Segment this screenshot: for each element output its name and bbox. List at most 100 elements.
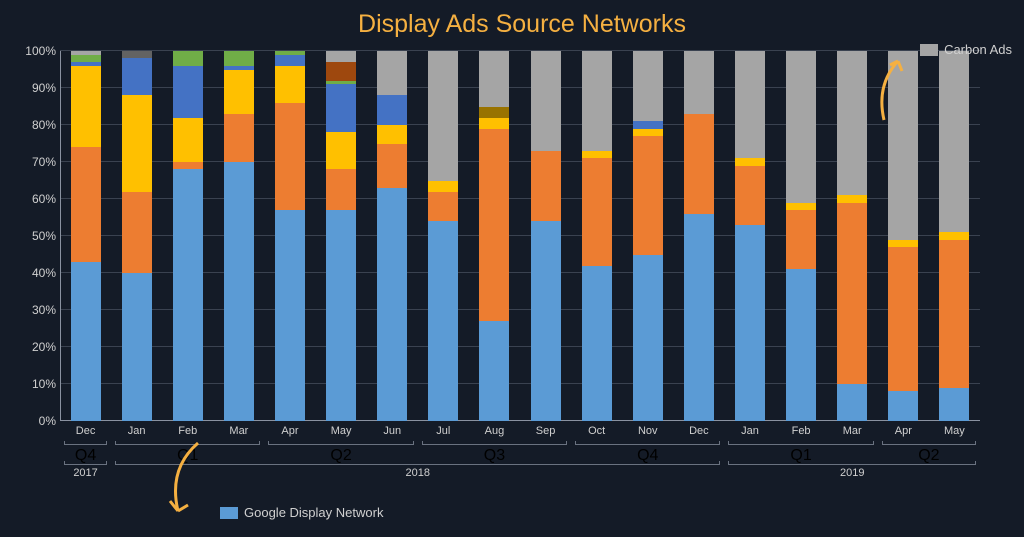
bar-segment-s3 bbox=[939, 232, 969, 239]
month-label: May bbox=[929, 425, 980, 437]
bar-segment-s2 bbox=[275, 103, 305, 210]
bar-segment-s4 bbox=[275, 55, 305, 66]
bar-segment-s3 bbox=[71, 66, 101, 147]
month-label: Oct bbox=[571, 425, 622, 437]
bar-segment-s3 bbox=[122, 95, 152, 191]
bar-segment-s3 bbox=[479, 118, 509, 129]
bar-segment-s3 bbox=[428, 181, 458, 192]
month-label: Apr bbox=[878, 425, 929, 437]
bar bbox=[837, 51, 867, 421]
month-label: Apr bbox=[264, 425, 315, 437]
bar bbox=[479, 51, 509, 421]
bar-segment-s2 bbox=[786, 210, 816, 269]
bar-segment-s2 bbox=[531, 151, 561, 221]
bar-group bbox=[60, 51, 111, 421]
bar-segment-s4 bbox=[326, 84, 356, 132]
bar bbox=[684, 51, 714, 421]
bar bbox=[428, 51, 458, 421]
legend-label-google: Google Display Network bbox=[244, 505, 383, 520]
bar-group bbox=[213, 51, 264, 421]
bar-segment-s4 bbox=[377, 95, 407, 125]
year-bracket bbox=[64, 461, 107, 465]
quarter-bracket bbox=[575, 441, 720, 445]
y-axis: 0%10%20%30%40%50%60%70%80%90%100% bbox=[12, 43, 56, 429]
bar-segment-google bbox=[939, 388, 969, 421]
bar-segment-s2 bbox=[479, 129, 509, 321]
bar-segment-s8 bbox=[122, 51, 152, 58]
month-label: Jul bbox=[418, 425, 469, 437]
bar-segment-s6 bbox=[837, 51, 867, 195]
y-tick-label: 90% bbox=[12, 81, 56, 95]
bar bbox=[326, 51, 356, 421]
bar-segment-google bbox=[735, 225, 765, 421]
bar-group bbox=[111, 51, 162, 421]
bar-group bbox=[316, 51, 367, 421]
bar-segment-s3 bbox=[786, 203, 816, 210]
bar bbox=[173, 51, 203, 421]
bar-segment-s2 bbox=[377, 144, 407, 188]
bar-group bbox=[367, 51, 418, 421]
bar bbox=[888, 51, 918, 421]
bar-group bbox=[571, 51, 622, 421]
bar-segment-google bbox=[224, 162, 254, 421]
bar-segment-s2 bbox=[939, 240, 969, 388]
bar-segment-s2 bbox=[224, 114, 254, 162]
month-label: Dec bbox=[673, 425, 724, 437]
bar-segment-google bbox=[173, 169, 203, 421]
bar-segment-s2 bbox=[428, 192, 458, 222]
bar-group bbox=[929, 51, 980, 421]
bar-segment-s6 bbox=[326, 51, 356, 62]
month-label: Jan bbox=[724, 425, 775, 437]
bar-group bbox=[469, 51, 520, 421]
bar-segment-s4 bbox=[173, 66, 203, 118]
bar-segment-google bbox=[377, 188, 407, 421]
month-label: Jun bbox=[367, 425, 418, 437]
y-tick-label: 60% bbox=[12, 192, 56, 206]
month-label: Feb bbox=[776, 425, 827, 437]
y-tick-label: 20% bbox=[12, 340, 56, 354]
bar-segment-s2 bbox=[684, 114, 714, 214]
bar bbox=[531, 51, 561, 421]
bar-group bbox=[264, 51, 315, 421]
bar-group bbox=[724, 51, 775, 421]
month-label: Sep bbox=[520, 425, 571, 437]
bar-group bbox=[418, 51, 469, 421]
bar-segment-s5 bbox=[224, 51, 254, 66]
quarter-bracket bbox=[728, 441, 873, 445]
y-tick-label: 40% bbox=[12, 266, 56, 280]
y-tick-label: 100% bbox=[12, 44, 56, 58]
quarter-bracket bbox=[64, 441, 107, 445]
legend-label-carbon: Carbon Ads bbox=[944, 42, 1012, 57]
month-label: Aug bbox=[469, 425, 520, 437]
bar-segment-s6 bbox=[939, 51, 969, 232]
bar-segment-google bbox=[888, 391, 918, 421]
bar-segment-google bbox=[71, 262, 101, 421]
bar-segment-google bbox=[122, 273, 152, 421]
chart-container: Display Ads Source Networks 0%10%20%30%4… bbox=[0, 0, 1024, 537]
bar-segment-s2 bbox=[122, 192, 152, 273]
bar-segment-s4 bbox=[633, 121, 663, 128]
bar-segment-s3 bbox=[377, 125, 407, 144]
bar-segment-s2 bbox=[735, 166, 765, 225]
bar bbox=[939, 51, 969, 421]
bar-segment-s4 bbox=[122, 58, 152, 95]
month-label: Feb bbox=[162, 425, 213, 437]
bar-group bbox=[162, 51, 213, 421]
bar-segment-google bbox=[633, 255, 663, 422]
y-tick-label: 50% bbox=[12, 229, 56, 243]
bar-segment-s6 bbox=[377, 51, 407, 95]
quarter-bracket bbox=[882, 441, 976, 445]
bar-segment-google bbox=[531, 221, 561, 421]
plot-area: 0%10%20%30%40%50%60%70%80%90%100% DecJan… bbox=[60, 51, 980, 421]
year-label: 2017 bbox=[64, 467, 107, 479]
bar-segment-s5 bbox=[173, 51, 203, 66]
quarter-bracket bbox=[115, 441, 260, 445]
bar-segment-s2 bbox=[633, 136, 663, 254]
month-label: Dec bbox=[60, 425, 111, 437]
y-tick-label: 30% bbox=[12, 303, 56, 317]
bar-segment-s2 bbox=[888, 247, 918, 391]
bar-segment-s3 bbox=[888, 240, 918, 247]
bar-segment-s6 bbox=[428, 51, 458, 181]
bar-segment-s6 bbox=[633, 51, 663, 121]
bar-segment-google bbox=[275, 210, 305, 421]
